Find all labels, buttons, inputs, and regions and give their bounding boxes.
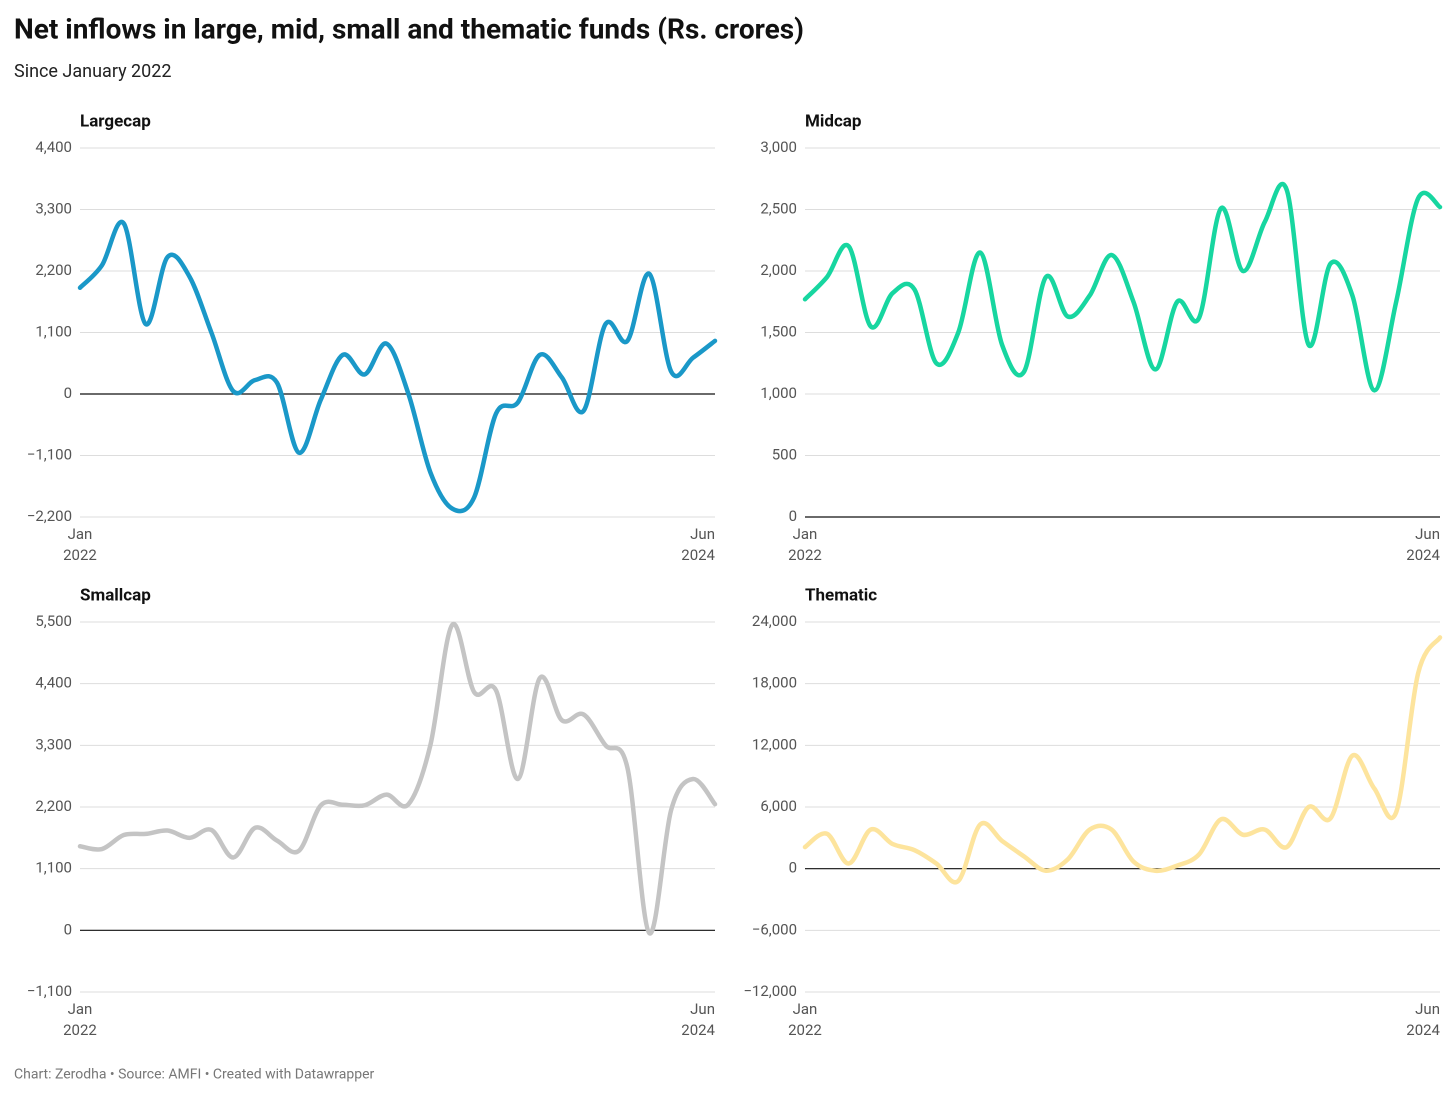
y-tick-label: 4,400 [35,674,72,692]
panel-title: Smallcap [80,585,151,605]
series-line [802,181,1443,393]
series-line [77,621,718,936]
y-tick-label: 0 [64,920,72,938]
y-tick-label: 3,300 [35,735,72,753]
x-tick-label: Jun 2024 [681,525,715,564]
y-tick-label: −2,200 [27,507,72,525]
y-tick-label: 1,100 [35,322,72,340]
x-tick-label: Jun 2024 [1406,525,1440,564]
x-tick-label: Jun 2024 [681,1000,715,1039]
y-tick-label: 500 [772,445,797,463]
y-tick-label: 24,000 [752,612,797,630]
series-line [77,219,718,514]
chart-title: Net inflows in large, mid, small and the… [14,12,804,45]
y-tick-label: 1,500 [760,322,797,340]
y-tick-label: 3,000 [760,138,797,156]
y-tick-label: 2,200 [35,261,72,279]
y-tick-label: 0 [64,384,72,402]
y-tick-label: 0 [789,859,797,877]
y-tick-label: 6,000 [760,797,797,815]
y-tick-label: 0 [789,507,797,525]
y-tick-label: −1,100 [27,982,72,1000]
y-tick-label: −1,100 [27,445,72,463]
panel-title: Largecap [80,111,151,131]
y-tick-label: 5,500 [35,612,72,630]
y-tick-label: 12,000 [752,735,797,753]
y-tick-label: −12,000 [743,982,797,1000]
chart-source: Chart: Zerodha • Source: AMFI • Created … [14,1067,375,1083]
y-tick-label: 4,400 [35,138,72,156]
series-line [802,635,1443,885]
chart-subtitle: Since January 2022 [14,61,172,82]
y-tick-label: 2,000 [760,261,797,279]
y-tick-label: 18,000 [752,674,797,692]
y-tick-label: 3,300 [35,199,72,217]
x-tick-label: Jan 2022 [788,525,822,564]
y-tick-label: 1,000 [760,384,797,402]
x-tick-label: Jun 2024 [1406,1000,1440,1039]
y-tick-label: 2,500 [760,199,797,217]
y-tick-label: −6,000 [752,920,797,938]
panel-title: Thematic [805,585,877,605]
x-tick-label: Jan 2022 [63,1000,97,1039]
x-tick-label: Jan 2022 [63,525,97,564]
x-tick-label: Jan 2022 [788,1000,822,1039]
y-tick-label: 1,100 [35,859,72,877]
y-tick-label: 2,200 [35,797,72,815]
panel-title: Midcap [805,111,861,131]
